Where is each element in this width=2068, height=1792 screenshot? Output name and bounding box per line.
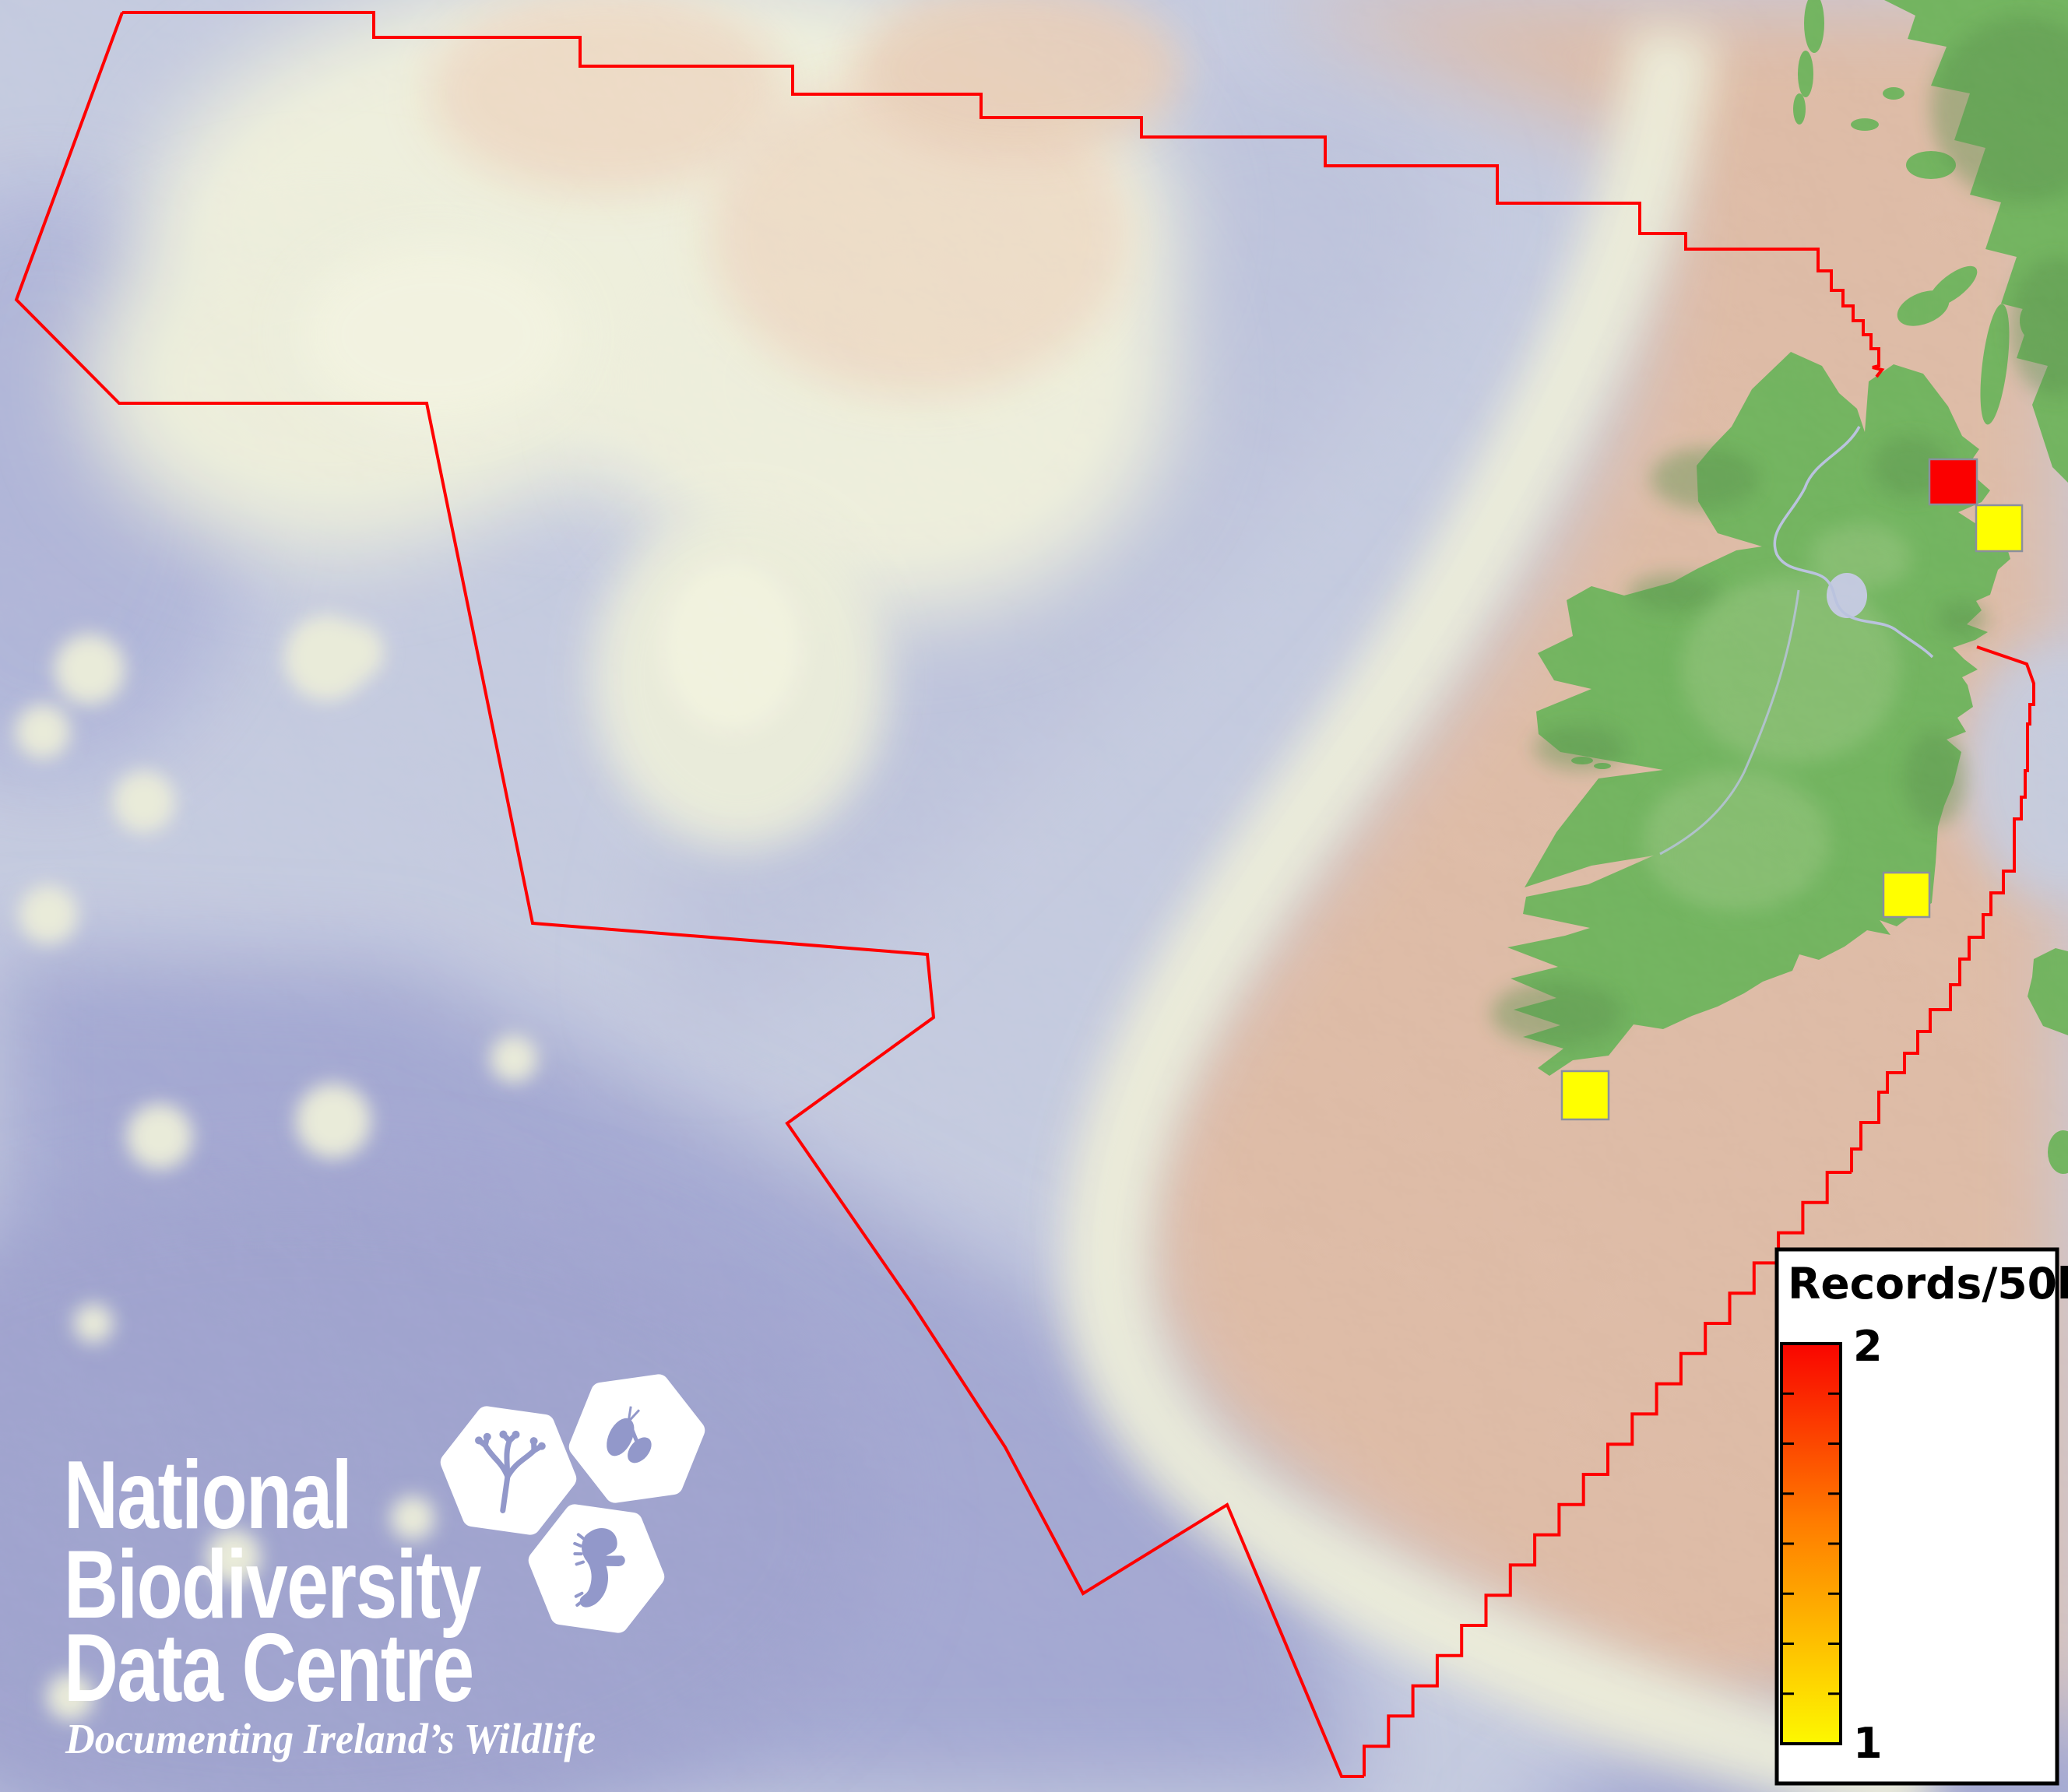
butterfly-hexagon-icon <box>568 1374 705 1503</box>
record-square-value-1 <box>1975 504 2024 553</box>
legend-min-label: 1 <box>1853 1719 1883 1768</box>
seahorse-hexagon-icon <box>528 1504 665 1633</box>
record-square-value-1 <box>1560 1070 1610 1121</box>
logo-text: National Biodiversity Data Centre Docume… <box>64 1440 596 1762</box>
record-square-value-1 <box>1882 871 1931 919</box>
record-square-value-2 <box>1928 458 1978 506</box>
legend-max-label: 2 <box>1853 1322 1883 1371</box>
logo-line-3: Data Centre <box>64 1613 473 1721</box>
logo-tagline: Documenting Ireland’s Wildlife <box>65 1715 596 1763</box>
boundary-line <box>14 12 1364 1778</box>
boundary-line <box>1850 645 2035 1172</box>
designated-area-boundary <box>14 11 2035 1778</box>
logo-hexagons <box>440 1374 705 1633</box>
boundary-line <box>122 11 1885 378</box>
boundary-line <box>1363 1171 1852 1776</box>
legend: Records/50km 2 1 <box>1774 1247 2068 1786</box>
plant-hexagon-icon <box>440 1406 577 1535</box>
record-squares <box>1560 458 2024 1121</box>
logo-line-1: National <box>64 1440 351 1548</box>
logo-line-2: Biodiversity <box>64 1530 482 1638</box>
nbdc-logo: National Biodiversity Data Centre Docume… <box>64 1374 705 1762</box>
legend-title: Records/50km <box>1788 1259 2068 1309</box>
legend-ticks <box>1781 1392 1841 1695</box>
